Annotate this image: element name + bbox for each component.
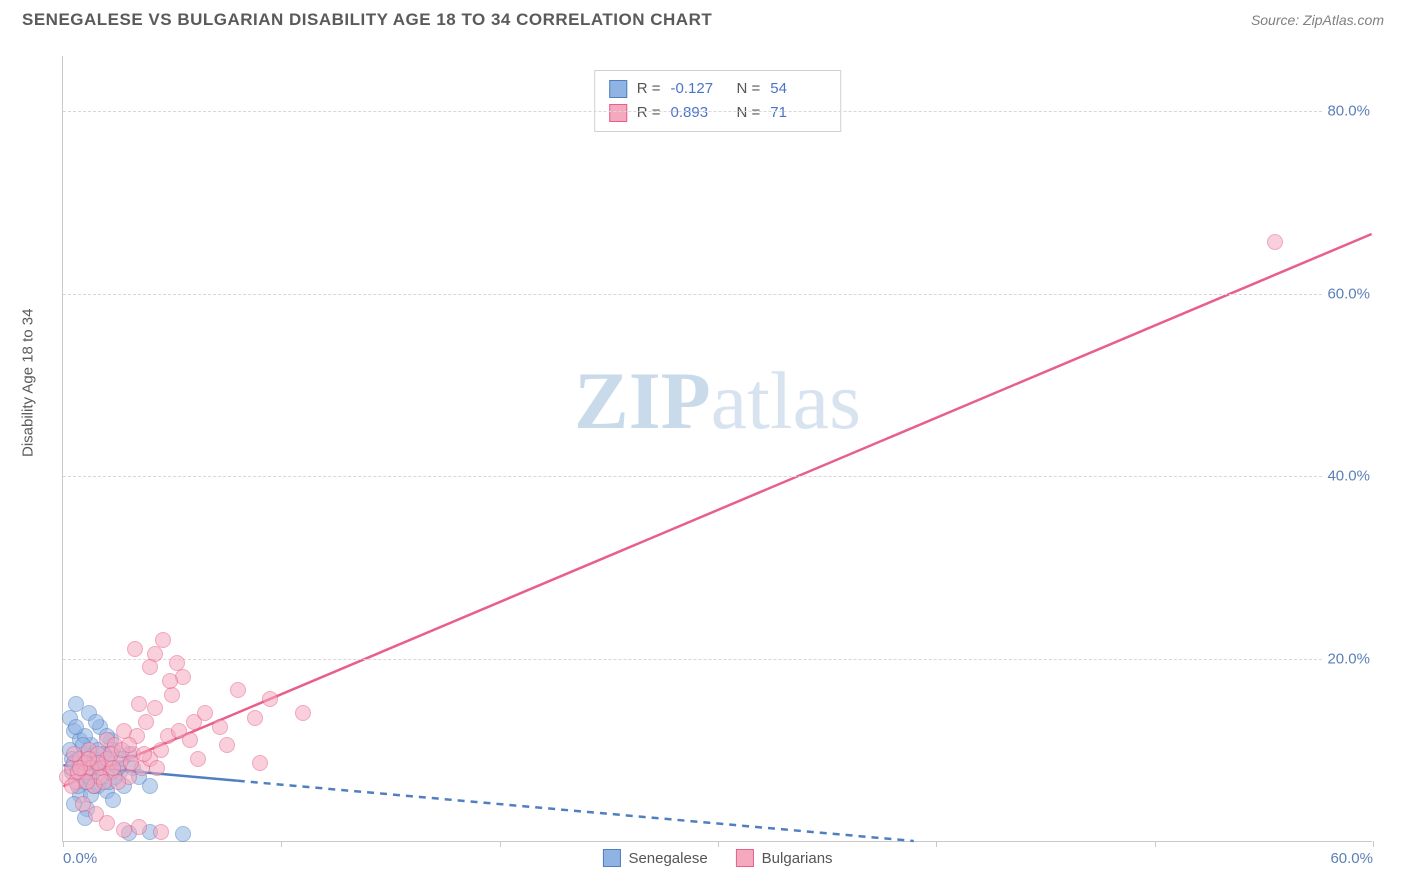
scatter-point	[127, 641, 143, 657]
bottom-legend: Senegalese Bulgarians	[602, 849, 832, 867]
scatter-point	[252, 755, 268, 771]
swatch-bulgarians	[609, 104, 627, 122]
scatter-point	[295, 705, 311, 721]
watermark-atlas: atlas	[711, 355, 861, 446]
source-link[interactable]: ZipAtlas.com	[1303, 12, 1384, 28]
x-tick	[281, 841, 282, 847]
y-gridline	[63, 294, 1372, 295]
scatter-point	[175, 826, 191, 842]
x-tick	[1373, 841, 1374, 847]
scatter-point	[1267, 234, 1283, 250]
stat-legend-box: R = -0.127 N = 54 R = 0.893 N = 71	[594, 70, 842, 132]
scatter-point	[79, 774, 95, 790]
scatter-point	[197, 705, 213, 721]
scatter-point	[75, 796, 91, 812]
r-value-senegalese: -0.127	[671, 77, 727, 101]
legend-swatch-senegalese	[602, 849, 620, 867]
n-value-bulgarians: 71	[770, 101, 826, 125]
swatch-senegalese	[609, 80, 627, 98]
scatter-point	[121, 737, 137, 753]
n-label: N =	[737, 101, 761, 125]
scatter-point	[105, 792, 121, 808]
y-tick-label: 80.0%	[1323, 101, 1374, 120]
y-gridline	[63, 111, 1372, 112]
x-tick-label: 60.0%	[1330, 850, 1373, 867]
x-tick	[63, 841, 64, 847]
scatter-point	[155, 632, 171, 648]
r-label: R =	[637, 101, 661, 125]
y-tick-label: 20.0%	[1323, 650, 1374, 669]
scatter-point	[219, 737, 235, 753]
chart-title: SENEGALESE VS BULGARIAN DISABILITY AGE 1…	[22, 10, 712, 30]
scatter-point	[162, 673, 178, 689]
y-gridline	[63, 476, 1372, 477]
scatter-point	[247, 710, 263, 726]
legend-item-bulgarians: Bulgarians	[736, 849, 833, 867]
scatter-point	[96, 774, 112, 790]
n-label: N =	[737, 77, 761, 101]
watermark-zip: ZIP	[574, 355, 711, 446]
x-tick	[500, 841, 501, 847]
scatter-point	[147, 700, 163, 716]
scatter-point	[138, 714, 154, 730]
chart-header: SENEGALESE VS BULGARIAN DISABILITY AGE 1…	[0, 0, 1406, 38]
scatter-point	[131, 819, 147, 835]
y-gridline	[63, 659, 1372, 660]
x-tick-label: 0.0%	[63, 850, 97, 867]
n-value-senegalese: 54	[770, 77, 826, 101]
scatter-point	[169, 655, 185, 671]
scatter-point	[230, 682, 246, 698]
legend-label-senegalese: Senegalese	[628, 850, 707, 867]
chart-container: Disability Age 18 to 34 ZIPatlas R = -0.…	[22, 42, 1384, 872]
scatter-point	[182, 732, 198, 748]
r-value-bulgarians: 0.893	[671, 101, 727, 125]
scatter-point	[262, 691, 278, 707]
scatter-point	[142, 659, 158, 675]
x-tick	[936, 841, 937, 847]
x-tick	[1155, 841, 1156, 847]
y-axis-label: Disability Age 18 to 34	[20, 309, 37, 457]
r-label: R =	[637, 77, 661, 101]
scatter-point	[164, 687, 180, 703]
chart-source: Source: ZipAtlas.com	[1251, 12, 1384, 28]
x-tick	[718, 841, 719, 847]
source-prefix: Source:	[1251, 12, 1303, 28]
scatter-point	[153, 742, 169, 758]
plot-area: ZIPatlas R = -0.127 N = 54 R = 0.893 N =…	[62, 56, 1372, 842]
scatter-point	[142, 778, 158, 794]
scatter-point	[149, 760, 165, 776]
scatter-point	[64, 778, 80, 794]
scatter-point	[212, 719, 228, 735]
scatter-point	[81, 751, 97, 767]
scatter-point	[190, 751, 206, 767]
scatter-point	[131, 696, 147, 712]
stat-row-bulgarians: R = 0.893 N = 71	[609, 101, 827, 125]
scatter-point	[136, 746, 152, 762]
scatter-point	[68, 719, 84, 735]
scatter-point	[116, 822, 132, 838]
stat-row-senegalese: R = -0.127 N = 54	[609, 77, 827, 101]
scatter-point	[88, 714, 104, 730]
y-tick-label: 40.0%	[1323, 467, 1374, 486]
legend-item-senegalese: Senegalese	[602, 849, 707, 867]
scatter-point	[99, 815, 115, 831]
scatter-point	[153, 824, 169, 840]
watermark: ZIPatlas	[574, 354, 861, 448]
legend-swatch-bulgarians	[736, 849, 754, 867]
y-tick-label: 60.0%	[1323, 284, 1374, 303]
legend-label-bulgarians: Bulgarians	[762, 850, 833, 867]
